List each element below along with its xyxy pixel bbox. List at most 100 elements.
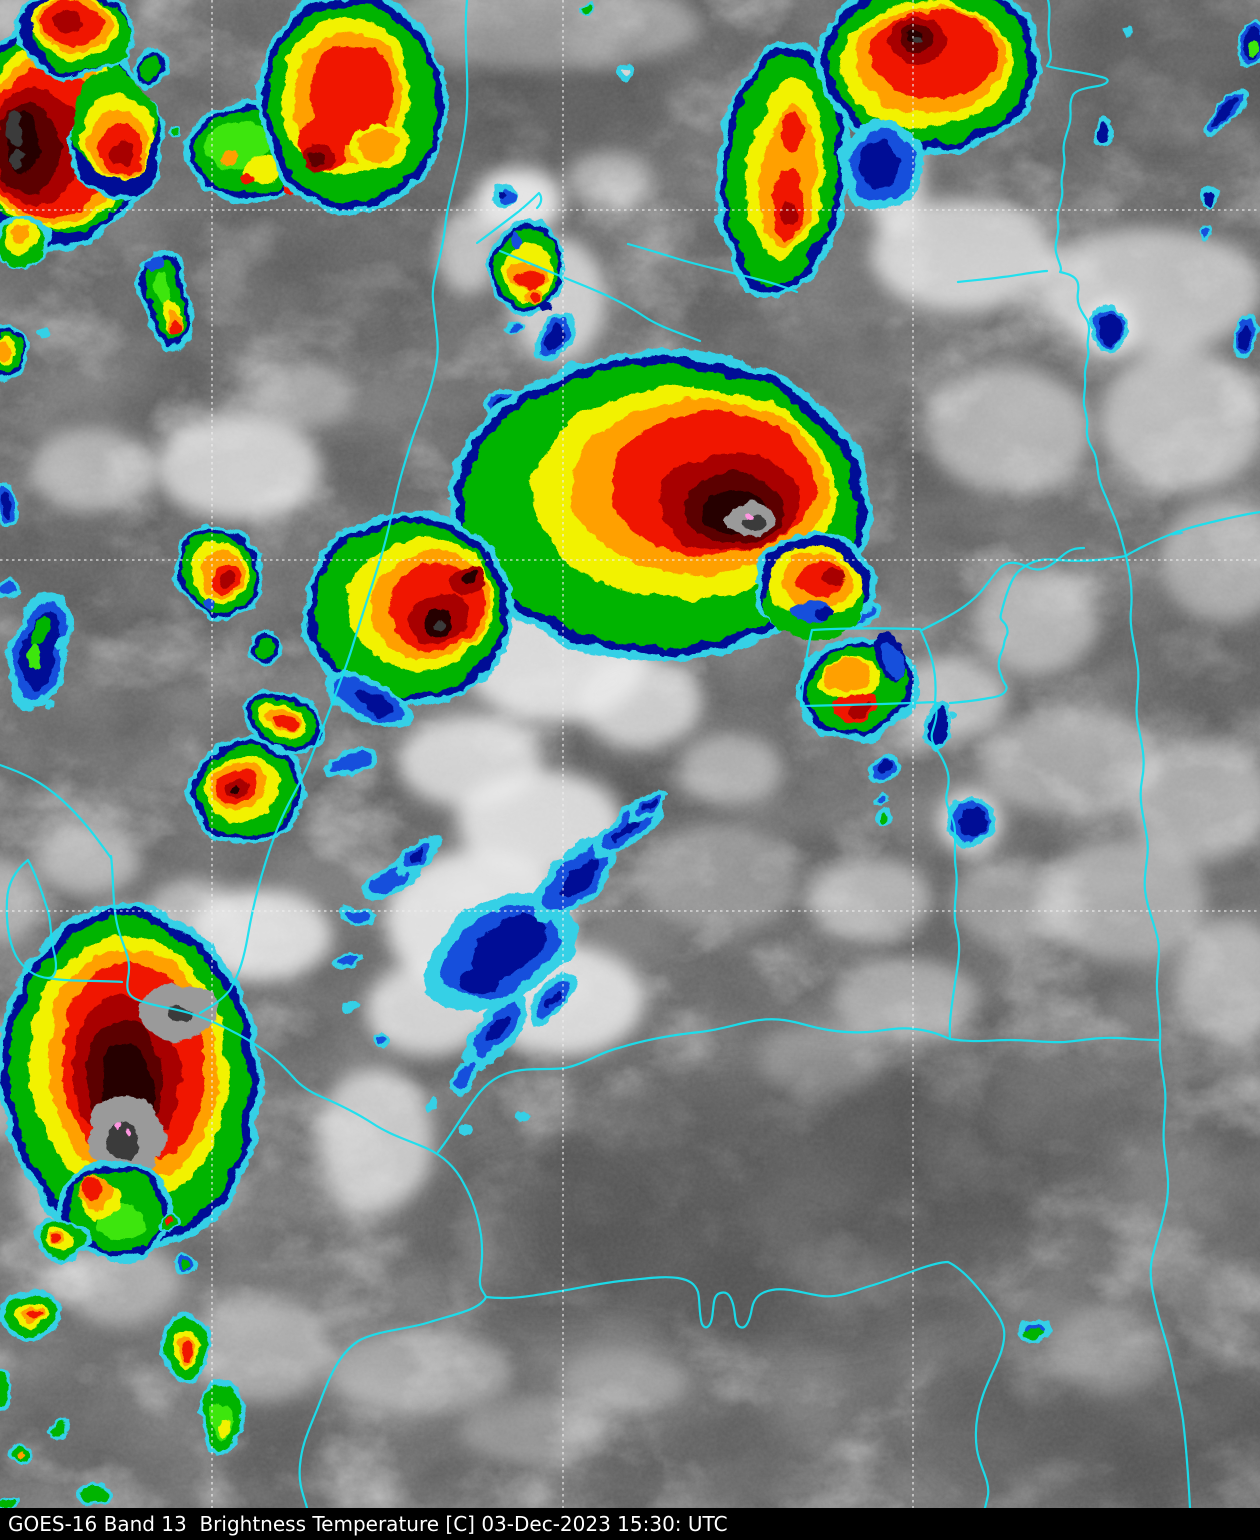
storm-cell-layer <box>56 12 84 32</box>
storm-cell <box>34 1218 90 1262</box>
storm-cell <box>373 1034 391 1046</box>
storm-cell-layer <box>165 1216 173 1224</box>
storm-cell-layer <box>53 1421 67 1439</box>
storm-cell-layer <box>912 36 922 44</box>
storm-cell <box>200 1377 244 1453</box>
storm-cell-layer <box>1123 26 1135 34</box>
storm-cell-layer <box>26 1309 38 1319</box>
country-border-line <box>46 976 124 984</box>
storm-cell <box>1123 26 1135 34</box>
storm-cell-layer <box>234 785 244 794</box>
storm-cell <box>326 673 414 727</box>
storm-cell <box>946 797 996 849</box>
storm-cell-layer <box>857 137 898 190</box>
storm-cell-layer <box>745 512 751 518</box>
storm-cell <box>866 755 902 785</box>
storm-cell <box>491 185 519 209</box>
storm-cell <box>1021 1319 1049 1345</box>
storm-cell-layer <box>1098 314 1124 344</box>
country-border-line <box>956 269 1049 284</box>
storm-cell <box>0 321 29 383</box>
storm-cell <box>302 511 514 709</box>
storm-cell <box>506 320 522 334</box>
storm-cell <box>395 835 445 875</box>
storm-cell-layer <box>822 570 848 588</box>
storm-cell-layer <box>332 750 372 774</box>
storm-cell-layer <box>44 700 56 710</box>
storm-cell-layer <box>877 761 895 775</box>
storm-cell-layer <box>81 1486 109 1504</box>
storm-cell-layer <box>218 1419 230 1435</box>
storm-cell <box>0 903 263 1253</box>
storm-cell <box>0 216 50 268</box>
storm-cell <box>157 1211 181 1233</box>
storm-cell <box>16 0 136 78</box>
storm-cell <box>531 836 619 924</box>
storm-cell-layer <box>220 571 233 586</box>
storm-cell-layer <box>470 917 547 977</box>
storm-cell <box>1233 314 1259 358</box>
storm-cell <box>425 1096 439 1114</box>
storm-cell-layer <box>29 645 44 670</box>
storm-cell-layer <box>9 148 23 168</box>
storm-cell <box>1201 186 1219 206</box>
storm-cell <box>578 0 596 12</box>
storm-cell-layer <box>155 274 174 303</box>
storm-cell-layer <box>961 810 987 840</box>
country-border-line <box>436 1018 1160 1154</box>
storm-cell-layer <box>459 570 480 585</box>
storm-cell <box>6 1445 30 1465</box>
country-border-line <box>198 0 469 1015</box>
storm-cell-layer <box>37 326 51 338</box>
storm-cell-layer <box>810 606 832 620</box>
storm-cell-layer <box>0 1375 10 1405</box>
storm-cell <box>257 0 447 214</box>
storm-cell <box>0 576 21 600</box>
storm-cell-layer <box>613 816 641 840</box>
storm-cell-layer <box>377 1037 387 1043</box>
storm-cell <box>614 63 632 79</box>
storm-cell-layer <box>434 621 449 632</box>
storm-cell-layer <box>357 691 397 715</box>
storm-cell <box>0 482 16 528</box>
storm-cell <box>529 974 577 1026</box>
storm-cell-layer <box>527 290 540 301</box>
storm-cell-layer <box>455 1060 475 1090</box>
storm-cell <box>330 952 360 968</box>
storm-cell-layer <box>50 1236 62 1246</box>
storm-cell <box>169 126 181 140</box>
storm-cell-layer <box>9 226 29 242</box>
storm-cell <box>715 40 851 300</box>
storm-cell-layer <box>460 1123 472 1137</box>
storm-cell-layer <box>1 1500 15 1508</box>
storm-cell-layer <box>619 68 627 74</box>
storm-cell-layer <box>82 1179 103 1198</box>
storm-cell-layer <box>109 1122 142 1161</box>
storm-cell-layer <box>346 908 374 924</box>
storm-cell-layer <box>169 321 181 335</box>
storm-cell-layer <box>0 345 9 363</box>
graticule-layer <box>0 0 1260 1508</box>
storm-cell-layer <box>0 580 17 596</box>
storm-cell <box>948 708 956 716</box>
storm-cell-layer <box>30 616 50 647</box>
storm-cell <box>174 522 264 622</box>
storm-cell <box>44 700 56 710</box>
storm-cell <box>37 326 51 338</box>
storm-cell <box>1200 225 1214 239</box>
country-border-line <box>0 763 113 860</box>
country-border-line <box>1045 0 1192 1508</box>
storm-cell <box>326 746 378 778</box>
storm-cell <box>50 1418 70 1442</box>
storm-cell-layer <box>253 638 275 662</box>
storm-cell-layer <box>1213 98 1239 128</box>
storm-cell-layer <box>243 175 257 187</box>
storm-cell-layer <box>948 708 956 716</box>
storm-cell-layer <box>640 798 656 812</box>
storm-cell <box>629 787 667 823</box>
storm-cell <box>244 691 326 753</box>
storm-cell-layer <box>335 955 355 965</box>
storm-cell-layer <box>509 322 519 332</box>
storm-cell <box>753 533 877 639</box>
storm-cell <box>77 1483 113 1507</box>
